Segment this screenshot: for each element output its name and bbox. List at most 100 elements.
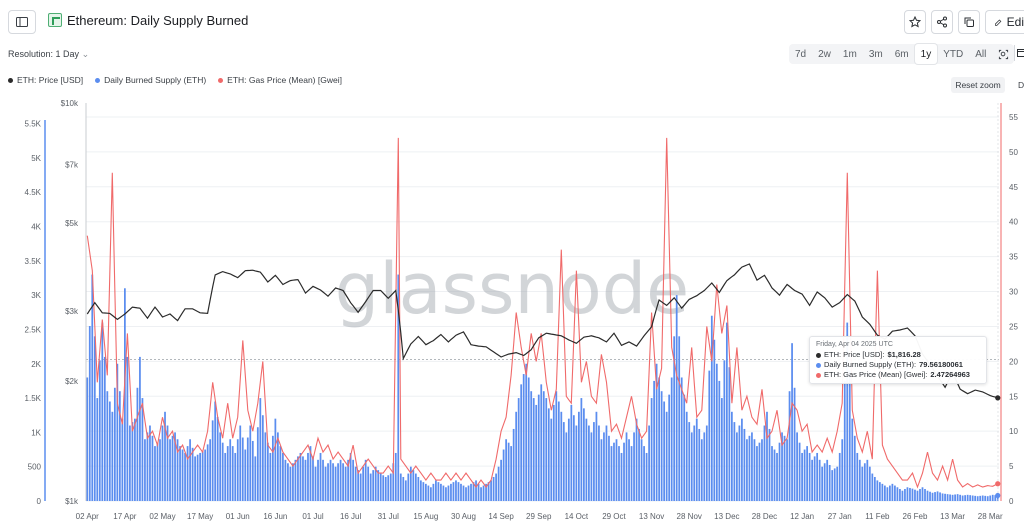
burned-bar [515, 411, 518, 501]
burned-bar [733, 422, 736, 501]
burned-bar [899, 488, 901, 501]
burned-bar [658, 377, 661, 501]
burned-bar [894, 485, 896, 501]
burned-bar [254, 456, 257, 501]
burned-bar [214, 401, 217, 501]
burned-bar [648, 425, 650, 501]
burned-marker [995, 492, 1001, 499]
x-tick-label: 14 Sep [488, 512, 514, 521]
burned-bar [309, 446, 312, 501]
burned-bar [394, 452, 397, 501]
burned-bar [457, 482, 460, 501]
zoom-select-button[interactable] [992, 44, 1014, 64]
range-all[interactable]: All [975, 48, 987, 60]
burned-bar [741, 418, 743, 501]
burned-bar [314, 466, 317, 501]
edit-button-label: Edi [1006, 15, 1024, 29]
legend-item-burned[interactable]: Daily Burned Supply (ETH) [95, 75, 206, 85]
burned-bar [941, 493, 944, 501]
burned-bar [535, 404, 538, 501]
grid-layer [86, 116, 999, 502]
zoom-icon [998, 49, 1008, 59]
burned-bar [728, 367, 731, 501]
burned-bar [758, 442, 761, 501]
burned-bar [605, 425, 608, 501]
burned-bar [299, 452, 302, 501]
share-button[interactable] [931, 10, 953, 34]
burned-bar [229, 439, 232, 501]
calendar-button[interactable] [1014, 45, 1024, 61]
burned-bar [307, 452, 309, 501]
burned-bar [723, 360, 726, 501]
page-title: Ethereum: Daily Supply Burned [67, 13, 249, 28]
burned-bar [858, 459, 861, 501]
copy-button[interactable] [958, 10, 980, 34]
range-3m[interactable]: 3m [868, 48, 883, 60]
burned-bar [685, 411, 688, 501]
price-tick-label: $1k [65, 497, 79, 506]
left-tick-label: 3K [31, 291, 41, 300]
burned-bar [715, 363, 718, 501]
burned-bar [979, 495, 982, 501]
legend-item-price[interactable]: ETH: Price [USD] [8, 75, 83, 85]
burned-bar [974, 495, 977, 501]
burned-bar [251, 440, 254, 501]
burned-bar [929, 491, 931, 501]
burned-bar [196, 454, 199, 501]
burned-bar [761, 439, 763, 501]
burned-bar [871, 473, 874, 501]
left-tick-label: 4.5K [25, 188, 42, 197]
range-ytd[interactable]: YTD [943, 48, 964, 60]
tooltip-dot-burned [816, 362, 821, 368]
x-tick-label: 11 Feb [865, 512, 890, 521]
burned-bar [317, 459, 319, 501]
chart-canvas[interactable]: glassnode 05001K1.5K2K2.5K3K3.5K4K4.5K5K… [0, 95, 1024, 526]
burned-bar [866, 459, 869, 501]
burned-bar [801, 452, 803, 501]
burned-bar [633, 432, 635, 501]
tooltip-row-gas: ETH: Gas Price (Mean) [Gwei]: 2.47264963 [816, 370, 980, 380]
burned-bar [256, 427, 259, 501]
range-2w[interactable]: 2w [818, 48, 831, 60]
x-tick-label: 17 May [187, 512, 213, 521]
burned-bar [372, 470, 375, 501]
reset-zoom-button[interactable]: Reset zoom [951, 77, 1005, 93]
burned-bar [144, 439, 146, 501]
burned-bar [572, 415, 575, 501]
price-tick-label: $5k [65, 219, 79, 228]
legend-item-gas[interactable]: ETH: Gas Price (Mean) [Gwei] [218, 75, 342, 85]
edit-button[interactable]: Edi [985, 10, 1024, 34]
burned-bar [688, 422, 691, 501]
range-6m[interactable]: 6m [894, 48, 909, 60]
burned-bar [700, 439, 703, 501]
burned-bar [93, 336, 96, 501]
burned-bar [811, 459, 814, 501]
burned-bar [826, 459, 829, 501]
burned-bar [833, 468, 836, 501]
sidebar-toggle-button[interactable] [8, 10, 36, 34]
resolution-select[interactable]: Resolution: 1 Day ⌄ [8, 49, 89, 60]
burned-bar [324, 466, 327, 501]
range-7d[interactable]: 7d [795, 48, 807, 60]
tooltip-label-price: ETH: Price [USD]: [824, 350, 885, 359]
burned-bar [241, 437, 244, 501]
burned-bar [961, 495, 964, 501]
burned-bar [986, 496, 989, 501]
left-tick-label: 1.5K [25, 394, 42, 403]
burned-bar [329, 459, 332, 501]
burned-bar [851, 418, 854, 501]
burned-bar [575, 425, 578, 501]
range-1y[interactable]: 1y [914, 44, 938, 64]
price-tick-label: $2k [65, 377, 79, 386]
burned-bar [778, 442, 781, 501]
burned-bar [966, 494, 969, 501]
burned-bar [101, 322, 104, 501]
burned-bar [460, 483, 462, 501]
burned-bar [211, 420, 214, 501]
favorite-button[interactable] [904, 10, 926, 34]
left-tick-label: 5K [31, 154, 41, 163]
x-tick-label: 28 Dec [752, 512, 777, 521]
burned-bar [505, 439, 508, 501]
range-1m[interactable]: 1m [842, 48, 857, 60]
burned-bar [655, 363, 658, 501]
